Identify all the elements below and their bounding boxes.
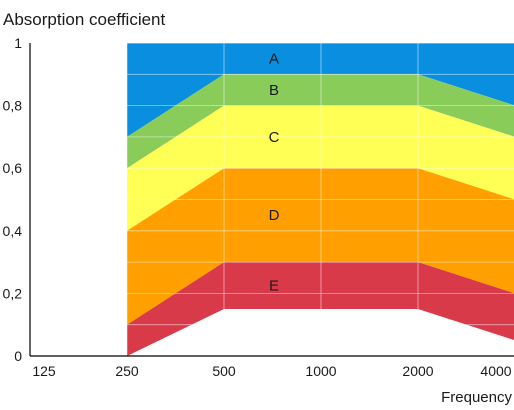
y-tick-label: 0,2 [3,285,23,301]
band-label-b: B [269,82,279,99]
band-label-e: E [269,278,279,295]
y-tick-label: 0 [14,348,22,364]
x-tick-label: 1000 [305,363,336,379]
y-tick-label: 1 [14,35,22,51]
x-tick-label: 4000 [480,363,511,379]
y-tick-label: 0,6 [3,160,23,176]
x-axis-label: Frequency [441,389,512,406]
y-tick-labels: 0 0,2 0,4 0,6 0,8 1 [3,35,23,364]
axes [29,43,514,357]
y-tick-label: 0,4 [3,223,23,239]
band-label-a: A [269,51,279,68]
x-tick-label: 250 [115,363,139,379]
grid-lines [30,42,514,356]
band-label-d: D [269,207,280,224]
x-tick-label: 125 [32,363,56,379]
band-label-c: C [269,129,280,146]
y-axis-label: Absorption coefficient [3,10,166,29]
x-tick-labels: 125 250 500 1000 2000 4000 [32,363,511,379]
x-tick-label: 2000 [402,363,433,379]
band-labels: AB C D E [269,51,280,295]
x-tick-label: 500 [212,363,236,379]
y-tick-label: 0,8 [3,98,23,114]
